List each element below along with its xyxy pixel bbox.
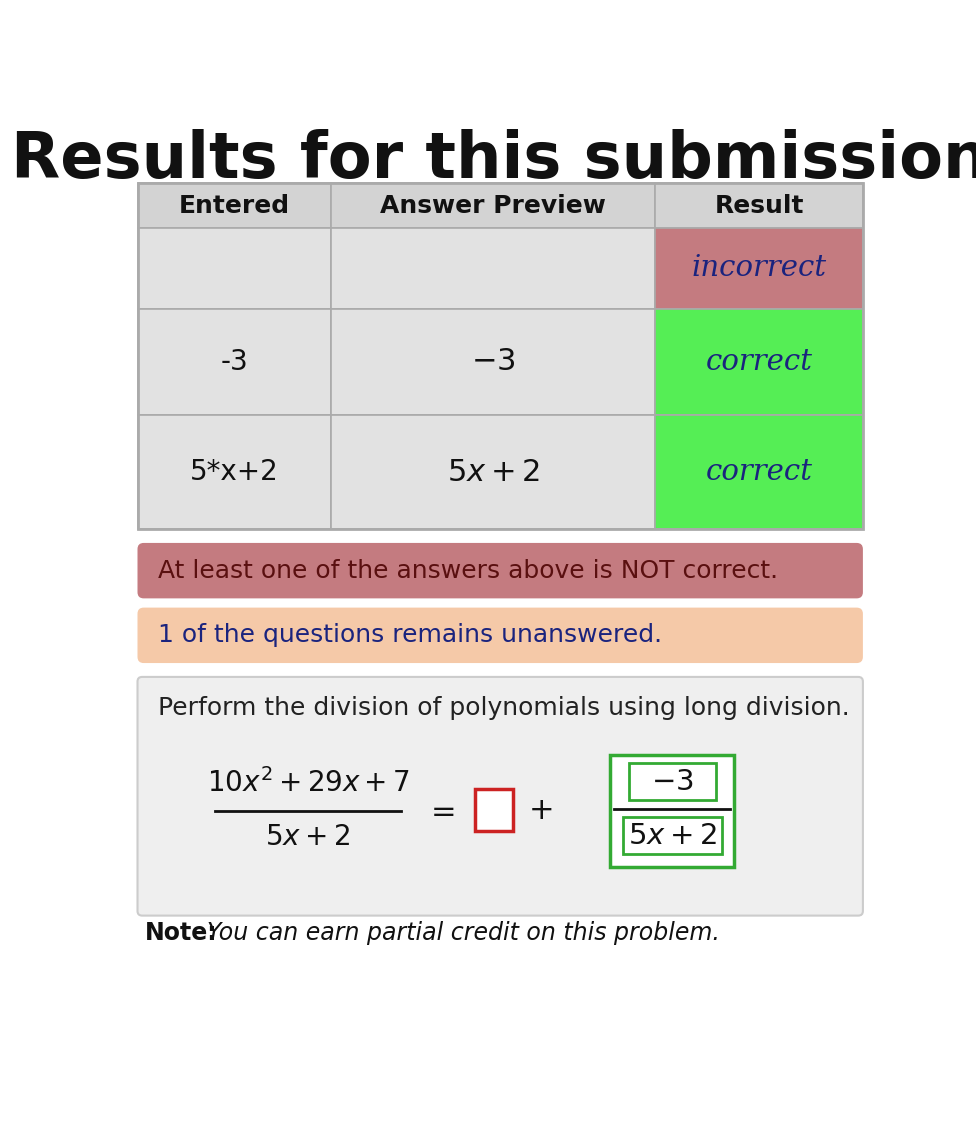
Bar [623, 817, 722, 854]
Bar [138, 228, 331, 308]
Bar [655, 415, 863, 529]
Text: 5*x+2: 5*x+2 [190, 458, 279, 486]
Text: $-3$: $-3$ [471, 348, 515, 376]
Bar [331, 415, 655, 529]
FancyBboxPatch shape [138, 608, 863, 663]
Text: $5x + 2$: $5x + 2$ [628, 822, 716, 850]
Bar [474, 789, 513, 831]
Text: $+$: $+$ [528, 796, 552, 825]
Bar [331, 308, 655, 415]
Text: correct: correct [706, 458, 813, 486]
Bar [138, 183, 331, 228]
Bar [138, 308, 331, 415]
Text: incorrect: incorrect [691, 254, 827, 282]
Text: Entered: Entered [179, 193, 290, 218]
FancyBboxPatch shape [138, 542, 863, 599]
Bar [655, 308, 863, 415]
Text: $=$: $=$ [425, 796, 455, 825]
Text: Perform the division of polynomials using long division.: Perform the division of polynomials usin… [158, 696, 849, 720]
Text: $10x^2 + 29x + 7$: $10x^2 + 29x + 7$ [207, 768, 409, 798]
Bar [655, 183, 863, 228]
Text: Results for this submission: Results for this submission [12, 130, 976, 191]
Text: correct: correct [706, 348, 813, 376]
Text: $5x + 2$: $5x + 2$ [265, 823, 350, 851]
FancyBboxPatch shape [138, 677, 863, 915]
Text: Note:: Note: [145, 921, 218, 945]
Bar [629, 763, 715, 800]
Text: You can earn partial credit on this problem.: You can earn partial credit on this prob… [207, 921, 720, 945]
Text: $-3$: $-3$ [651, 767, 694, 796]
Text: At least one of the answers above is NOT correct.: At least one of the answers above is NOT… [158, 558, 778, 583]
Bar [610, 756, 734, 867]
Bar [331, 228, 655, 308]
Text: Answer Preview: Answer Preview [381, 193, 606, 218]
Bar [138, 183, 863, 529]
Bar [331, 183, 655, 228]
Text: 1 of the questions remains unanswered.: 1 of the questions remains unanswered. [158, 624, 662, 647]
Bar [655, 228, 863, 308]
Text: $5x + 2$: $5x + 2$ [447, 458, 540, 487]
Bar [138, 415, 331, 529]
Text: -3: -3 [221, 348, 248, 376]
Text: Result: Result [714, 193, 804, 218]
